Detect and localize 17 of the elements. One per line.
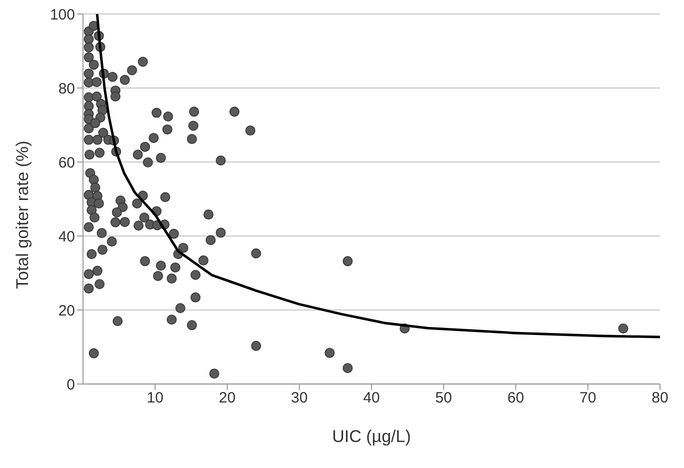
y-tick-label: 0 (66, 376, 75, 394)
x-tick-label: 50 (435, 390, 452, 407)
x-axis-title: UIC (µg/L) (332, 427, 411, 446)
x-tick-label: 70 (580, 390, 596, 407)
y-tick-label: 100 (50, 6, 75, 24)
x-tick-label: 30 (291, 390, 308, 407)
line-series (96, 14, 660, 338)
x-tick-label: 60 (507, 390, 524, 407)
y-axis-title: Total goiter rate (%) (13, 140, 32, 289)
x-tick-label: 20 (218, 390, 236, 407)
y-tick-label: 40 (58, 228, 75, 246)
x-tick-label: 80 (652, 390, 668, 407)
y-tick-label: 20 (58, 302, 75, 320)
y-tick-label: 80 (58, 80, 75, 98)
y-tick-label: 60 (58, 154, 75, 172)
x-tick-label: 40 (363, 390, 380, 407)
x-tick-label: 10 (146, 390, 164, 407)
